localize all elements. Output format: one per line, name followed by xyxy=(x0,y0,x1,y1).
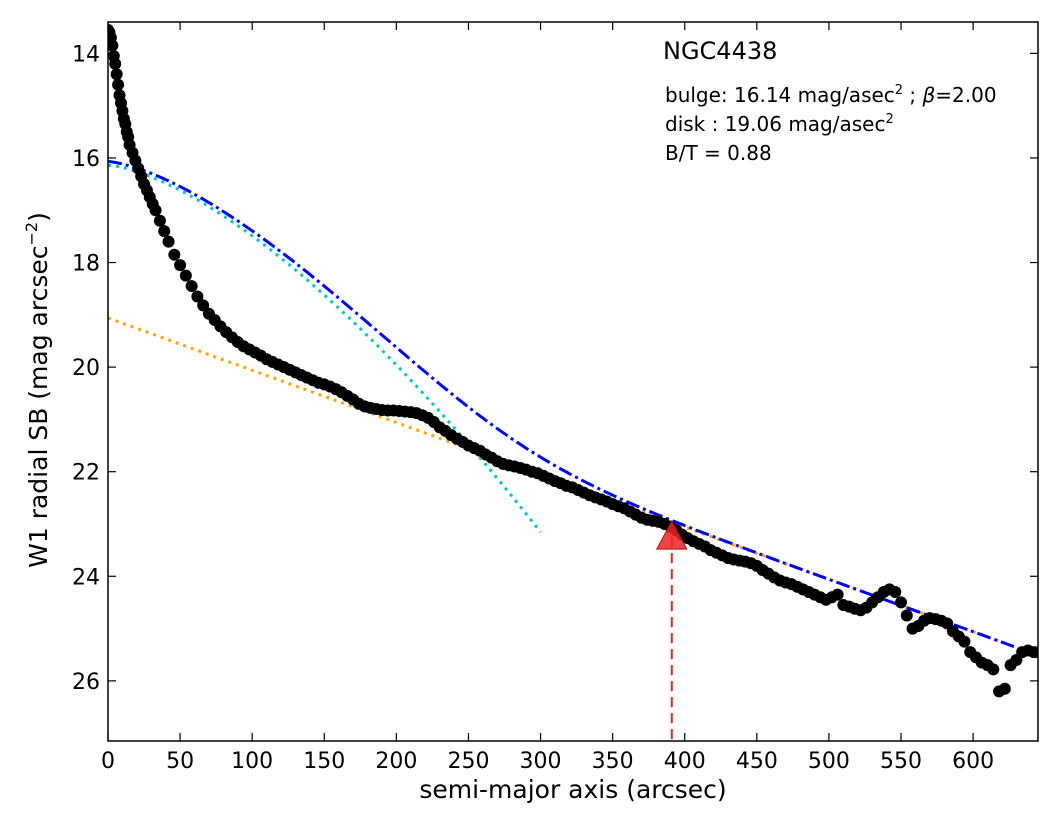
data-point xyxy=(153,214,166,227)
x-tick-label: 450 xyxy=(736,749,778,774)
y-tick-label: 14 xyxy=(72,42,100,67)
data-point xyxy=(168,248,181,261)
x-tick-label: 250 xyxy=(447,749,489,774)
bulge-annotation-superscript: 2 xyxy=(895,83,903,98)
x-tick-label: 400 xyxy=(664,749,706,774)
y-axis-label-exponent: −2 xyxy=(22,222,41,246)
y-tick-label: 18 xyxy=(72,252,100,277)
x-tick-label: 350 xyxy=(592,749,634,774)
data-point xyxy=(108,39,119,52)
data-point xyxy=(112,78,125,91)
bulge-annotation-prefix: bulge: 16.14 mag/asec xyxy=(665,83,895,107)
data-point xyxy=(158,225,171,238)
model-curves xyxy=(108,160,1020,650)
data-point xyxy=(197,299,210,312)
data-point xyxy=(179,269,192,282)
plot-frame xyxy=(107,21,1039,742)
data-point xyxy=(1032,646,1038,659)
bulge-annotation: bulge: 16.14 mag/asec2 ; β=2.00 xyxy=(665,83,997,107)
data-point xyxy=(109,57,122,70)
data-point xyxy=(889,585,902,598)
bt-annotation: B/T = 0.88 xyxy=(665,141,772,165)
data-point xyxy=(191,290,204,303)
bulge-annotation-beta-value: =2.00 xyxy=(935,83,996,107)
data-point xyxy=(185,280,198,293)
data-point xyxy=(831,588,844,601)
marker-layer xyxy=(655,520,688,741)
data-point xyxy=(998,682,1011,695)
radius-marker-triangle xyxy=(655,520,688,550)
y-tick-label: 22 xyxy=(72,461,100,486)
y-tick-label: 20 xyxy=(72,356,100,381)
disk-annotation: disk : 19.06 mag/asec2 xyxy=(665,112,894,136)
disk-annotation-superscript: 2 xyxy=(885,112,893,127)
x-tick-label: 50 xyxy=(166,749,194,774)
data-point xyxy=(110,68,123,81)
x-tick-label: 550 xyxy=(880,749,922,774)
data-point xyxy=(149,204,162,217)
data-point xyxy=(900,609,913,622)
y-axis-label-main: W1 radial SB (mag arcsec xyxy=(24,246,53,568)
data-point xyxy=(162,235,175,248)
disk-annotation-prefix: disk : 19.06 mag/asec xyxy=(665,112,885,136)
data-point xyxy=(895,596,908,609)
axis-ticks: 0 50 100 150 200 250 300 350 400 450 500 550 600 14 16… xyxy=(72,22,1038,774)
x-tick-label: 200 xyxy=(375,749,417,774)
bulge-annotation-beta-symbol: β xyxy=(922,83,936,107)
x-tick-label: 100 xyxy=(231,749,273,774)
x-tick-label: 150 xyxy=(303,749,345,774)
disk-model-line xyxy=(108,316,1020,650)
y-tick-label: 26 xyxy=(72,670,100,695)
y-axis-label: W1 radial SB (mag arcsec−2) xyxy=(22,212,53,568)
data-point xyxy=(174,259,187,272)
data-point xyxy=(958,635,971,648)
x-tick-label: 0 xyxy=(101,749,115,774)
y-axis-label-close: ) xyxy=(24,212,53,222)
x-tick-label: 300 xyxy=(520,749,562,774)
x-tick-label: 600 xyxy=(952,749,994,774)
x-tick-label: 500 xyxy=(808,749,850,774)
y-tick-label: 16 xyxy=(72,147,100,172)
chart-title: NGC4438 xyxy=(663,37,777,65)
bulge-annotation-separator: ; xyxy=(903,83,922,107)
data-point xyxy=(987,663,1000,676)
plot-area xyxy=(108,22,1038,741)
total-model-line xyxy=(108,160,1017,649)
x-axis-label: semi-major axis (arcsec) xyxy=(419,775,726,804)
data-points xyxy=(108,23,1038,698)
y-tick-label: 24 xyxy=(72,565,100,590)
